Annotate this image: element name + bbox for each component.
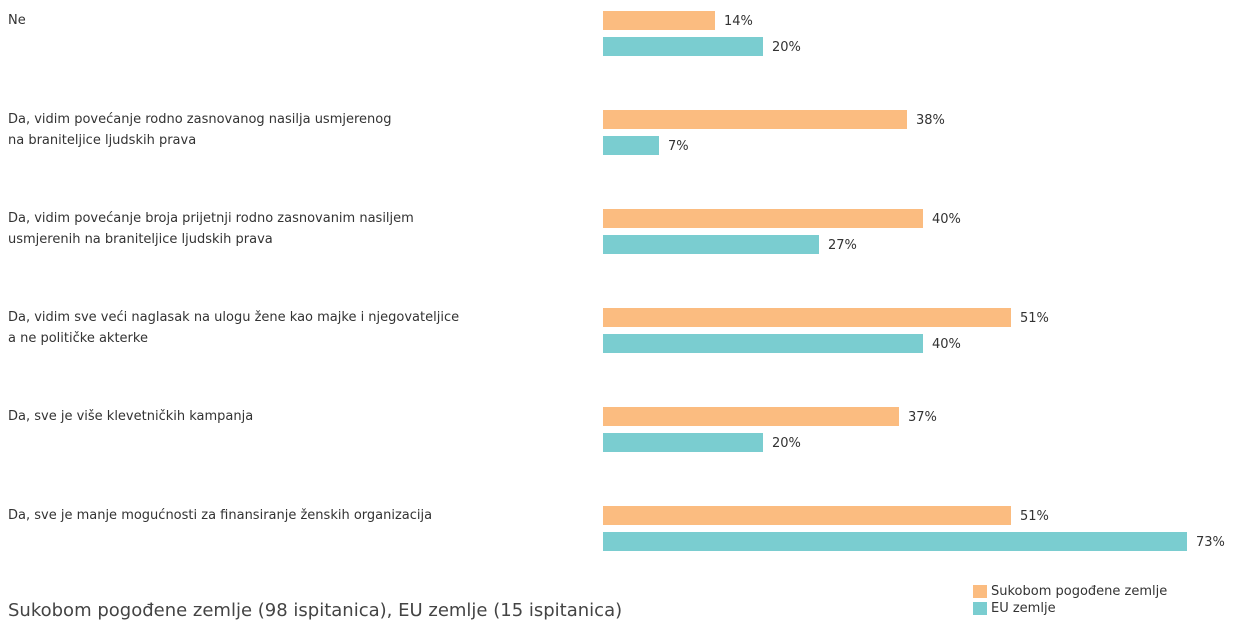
legend-swatch bbox=[973, 602, 987, 615]
bar bbox=[603, 334, 923, 353]
subtitle: Sukobom pogođene zemlje (98 ispitanica),… bbox=[8, 600, 623, 621]
legend-label: EU zemlje bbox=[991, 601, 1056, 616]
category-label: Da, vidim sve veći naglasak na ulogu žen… bbox=[8, 310, 460, 346]
value-label: 37% bbox=[908, 410, 937, 425]
value-label: 27% bbox=[828, 238, 857, 253]
category-label: Ne bbox=[8, 13, 26, 28]
value-label: 20% bbox=[772, 40, 801, 55]
bar bbox=[603, 506, 1011, 525]
bar bbox=[603, 209, 923, 228]
value-label: 40% bbox=[932, 337, 961, 352]
bar bbox=[603, 433, 763, 452]
value-label: 51% bbox=[1020, 509, 1049, 524]
value-label: 40% bbox=[932, 212, 961, 227]
value-label: 73% bbox=[1196, 535, 1225, 550]
bar bbox=[603, 235, 819, 254]
bar bbox=[603, 308, 1011, 327]
category-label: Da, sve je više klevetničkih kampanja bbox=[8, 409, 254, 424]
value-label: 14% bbox=[724, 14, 753, 29]
value-label: 7% bbox=[668, 139, 689, 154]
value-label: 51% bbox=[1020, 311, 1049, 326]
category-label: Da, vidim povećanje broja prijetnji rodn… bbox=[8, 211, 414, 247]
category-label: Da, sve je manje mogućnosti za finansira… bbox=[8, 508, 433, 523]
legend-label: Sukobom pogođene zemlje bbox=[991, 584, 1168, 599]
bar bbox=[603, 136, 659, 155]
bar bbox=[603, 37, 763, 56]
value-label: 38% bbox=[916, 113, 945, 128]
bar bbox=[603, 407, 899, 426]
legend-swatch bbox=[973, 585, 987, 598]
category-label: Da, vidim povećanje rodno zasnovanog nas… bbox=[8, 112, 392, 148]
bar bbox=[603, 532, 1187, 551]
bar bbox=[603, 11, 715, 30]
bar bbox=[603, 110, 907, 129]
value-label: 20% bbox=[772, 436, 801, 451]
